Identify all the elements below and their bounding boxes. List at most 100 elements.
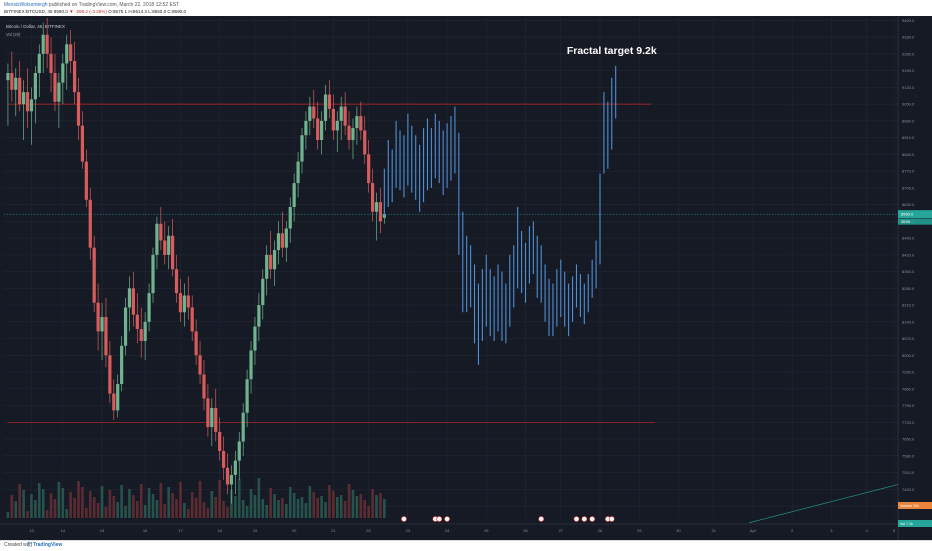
candle[interactable] (257, 305, 261, 327)
candle[interactable] (331, 108, 335, 131)
candle[interactable] (139, 329, 143, 341)
candle[interactable] (308, 106, 312, 121)
candle[interactable] (272, 250, 277, 270)
candle[interactable] (6, 73, 10, 81)
candle[interactable] (280, 233, 284, 248)
candle[interactable] (127, 288, 132, 308)
candle[interactable] (22, 92, 26, 105)
candle[interactable] (233, 460, 237, 475)
event-marker[interactable] (538, 516, 545, 522)
candle[interactable] (288, 206, 292, 229)
candle[interactable] (143, 321, 147, 341)
candle[interactable] (53, 73, 57, 102)
candle[interactable] (194, 331, 198, 356)
candle[interactable] (25, 92, 30, 112)
candle[interactable] (359, 116, 363, 131)
candle[interactable] (323, 94, 328, 121)
candle[interactable] (198, 355, 202, 375)
candle[interactable] (218, 431, 222, 452)
candle[interactable] (304, 120, 308, 136)
candle[interactable] (29, 99, 34, 112)
event-marker[interactable] (401, 516, 407, 522)
trend-line[interactable] (748, 484, 899, 524)
candle[interactable] (202, 374, 206, 399)
candle[interactable] (37, 53, 41, 74)
candle[interactable] (284, 228, 288, 248)
event-marker[interactable] (608, 516, 615, 522)
candle[interactable] (225, 467, 230, 485)
event-marker[interactable] (581, 516, 588, 522)
candle[interactable] (296, 161, 300, 184)
candle[interactable] (100, 317, 104, 332)
candle[interactable] (96, 302, 100, 332)
candle[interactable] (347, 125, 351, 141)
candle[interactable] (69, 44, 73, 62)
candle[interactable] (351, 128, 355, 141)
candle[interactable] (327, 94, 332, 109)
candle[interactable] (131, 288, 135, 315)
candle[interactable] (72, 61, 77, 93)
candle[interactable] (300, 135, 304, 162)
candle[interactable] (292, 183, 296, 207)
candle[interactable] (147, 293, 151, 322)
candle[interactable] (80, 125, 85, 162)
chart-area[interactable]: 9400.0 9330.0 9260.0 9190.0 9120.0 9050.0 8980… (0, 16, 932, 540)
price-chart[interactable]: 9400.0 9330.0 9260.0 9190.0 9120.0 9050.0 8980… (0, 16, 932, 540)
candle[interactable] (370, 183, 375, 212)
candle[interactable] (253, 326, 257, 351)
candle[interactable] (335, 120, 339, 131)
candle[interactable] (116, 384, 120, 411)
candle[interactable] (214, 407, 218, 432)
candle[interactable] (210, 407, 214, 428)
candle[interactable] (245, 379, 249, 413)
candle[interactable] (269, 254, 273, 270)
candle[interactable] (367, 154, 371, 184)
candle[interactable] (14, 77, 18, 90)
candle[interactable] (33, 73, 37, 100)
candle[interactable] (76, 92, 81, 126)
candle[interactable] (159, 223, 163, 241)
candle[interactable] (320, 120, 324, 141)
candle[interactable] (312, 106, 316, 119)
candle[interactable] (249, 350, 253, 380)
candle[interactable] (241, 412, 245, 442)
candle[interactable] (104, 317, 108, 356)
candle[interactable] (155, 223, 159, 255)
candle[interactable] (363, 130, 367, 155)
candle[interactable] (120, 345, 124, 385)
candle[interactable] (112, 393, 116, 411)
event-marker[interactable] (436, 516, 443, 522)
candle[interactable] (374, 202, 379, 212)
candle[interactable] (182, 295, 186, 313)
tradingview-logo[interactable]: ⛶ TradingView (28, 542, 63, 548)
candle[interactable] (174, 269, 179, 294)
candle[interactable] (206, 398, 210, 428)
candle[interactable] (18, 77, 22, 105)
candle[interactable] (178, 293, 183, 313)
candle[interactable] (135, 314, 139, 330)
author-link[interactable]: MessisWolsomergh (4, 2, 48, 8)
candle[interactable] (45, 34, 49, 54)
candle[interactable] (339, 106, 343, 121)
candle[interactable] (167, 235, 171, 255)
candle[interactable] (237, 441, 241, 461)
candle[interactable] (163, 240, 167, 255)
candle[interactable] (151, 254, 155, 294)
candle[interactable] (186, 295, 190, 308)
candle[interactable] (49, 53, 53, 74)
candle[interactable] (343, 106, 347, 126)
candle[interactable] (57, 82, 61, 102)
candle[interactable] (221, 451, 226, 468)
event-marker[interactable] (444, 516, 450, 522)
candle[interactable] (41, 34, 45, 54)
candle[interactable] (92, 247, 96, 303)
candle[interactable] (355, 116, 359, 129)
candle[interactable] (123, 307, 128, 346)
candle[interactable] (190, 307, 194, 332)
candle[interactable] (378, 202, 383, 222)
candle[interactable] (108, 355, 112, 394)
candle[interactable] (229, 474, 234, 485)
candle[interactable] (10, 73, 14, 90)
event-marker[interactable] (573, 516, 580, 522)
candle[interactable] (84, 161, 88, 200)
